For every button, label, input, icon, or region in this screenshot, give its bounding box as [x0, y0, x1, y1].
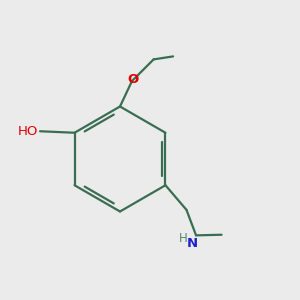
Text: O: O [127, 73, 138, 86]
Text: N: N [187, 237, 198, 250]
Text: H: H [179, 232, 188, 245]
Text: HO: HO [18, 125, 38, 138]
